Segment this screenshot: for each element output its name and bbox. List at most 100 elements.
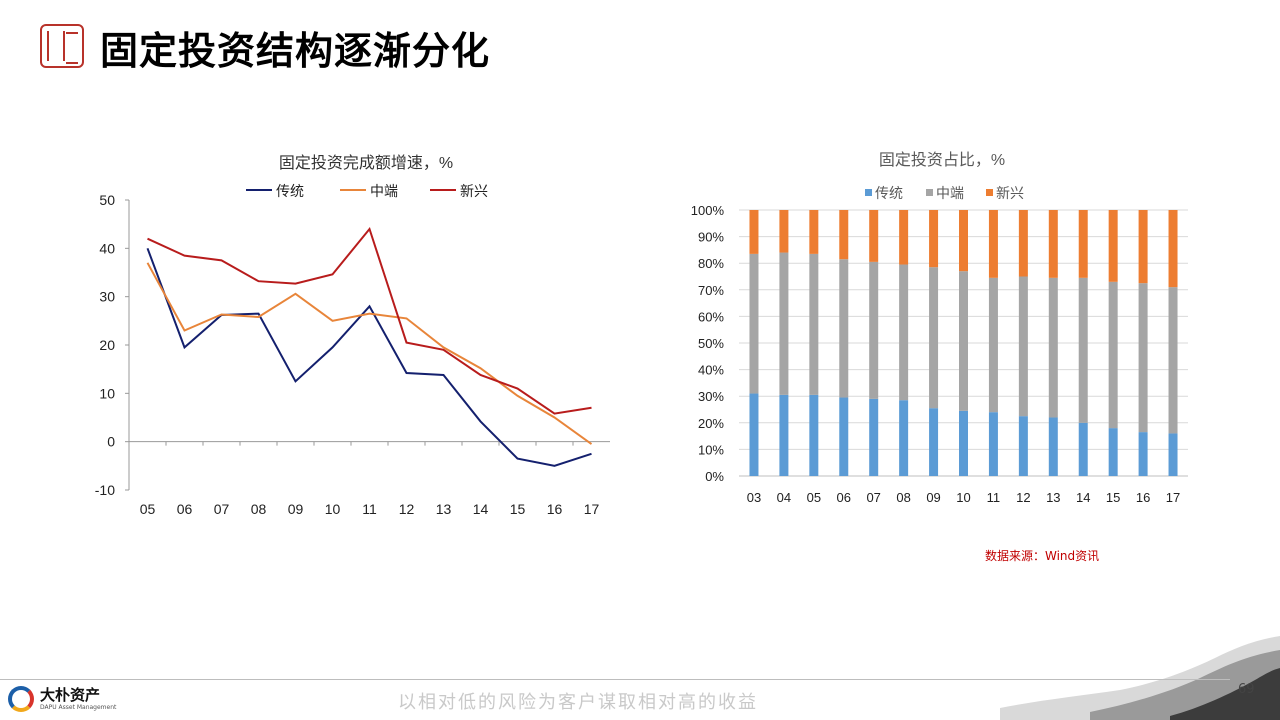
company-name: 大朴资产 (40, 686, 101, 704)
x-tick-label: 15 (510, 501, 526, 517)
bar-segment (1168, 210, 1178, 288)
x-tick-label: 15 (1106, 490, 1120, 505)
bar-segment (869, 398, 879, 476)
x-tick-label: 16 (1136, 490, 1150, 505)
seal-stroke-left (47, 31, 65, 61)
x-tick-label: 08 (251, 501, 267, 517)
x-tick-label: 07 (866, 490, 880, 505)
bar-segment (839, 397, 849, 476)
bar-segment (1018, 416, 1028, 476)
y-tick-label: 0 (107, 434, 115, 450)
page-number: 69 (1238, 682, 1255, 697)
bar-segment (1168, 287, 1178, 434)
x-tick-label: 11 (987, 490, 1001, 505)
y-tick-label: 50% (698, 336, 724, 351)
bar-segment (869, 210, 879, 262)
bar-segment (779, 210, 789, 253)
x-tick-label: 07 (214, 501, 230, 517)
x-tick-label: 17 (584, 501, 600, 517)
bar-segment (988, 412, 998, 476)
bar-segment (1048, 210, 1058, 278)
bar-segment (1048, 417, 1058, 476)
x-tick-label: 06 (837, 490, 851, 505)
bar-segment (749, 393, 759, 476)
bar-segment (988, 277, 998, 413)
y-tick-label: 100% (691, 203, 725, 218)
x-tick-label: 12 (399, 501, 415, 517)
x-tick-label: 04 (777, 490, 791, 505)
x-tick-label: 08 (896, 490, 910, 505)
bar-segment (1078, 210, 1088, 278)
x-tick-label: 10 (956, 490, 970, 505)
legend-color-swatch (865, 189, 872, 196)
line-chart: 固定投资完成额增速，% 传统 中端 新兴 50 40 30 20 10 0 -10 05 06 07 08 0… (95, 154, 610, 517)
bar-segment (1138, 283, 1148, 433)
x-tick-label: 17 (1166, 490, 1180, 505)
y-tick-label: 50 (99, 192, 115, 208)
x-tick-label: 06 (177, 501, 193, 517)
y-tick-label: -10 (95, 482, 115, 498)
bar-segment (1108, 210, 1118, 282)
bar-segment (809, 253, 819, 395)
x-tick-label: 14 (1076, 490, 1090, 505)
company-english-name: DAPU Asset Management (40, 704, 117, 711)
bar-segment (779, 252, 789, 395)
y-tick-label: 80% (698, 256, 724, 271)
bar-segment (839, 210, 849, 260)
y-tick-label: 10 (99, 385, 115, 401)
legend-label: 传统 (276, 183, 304, 199)
series-line (147, 226, 592, 415)
y-tick-label: 30% (698, 389, 724, 404)
bar-segment (1138, 432, 1148, 476)
legend-label: 新兴 (996, 185, 1024, 201)
bar-segment (988, 210, 998, 278)
y-tick-label: 0% (705, 469, 724, 484)
legend-label: 传统 (875, 185, 903, 201)
y-tick-label: 60% (698, 309, 724, 324)
logo-ring-icon (8, 686, 34, 712)
bar-segment (1078, 277, 1088, 423)
bar-segment (929, 210, 939, 268)
bar-segment (809, 394, 819, 476)
bar-segment (899, 210, 909, 265)
bar-segment (1018, 210, 1028, 277)
bar-segment (929, 408, 939, 476)
bar-segment (899, 400, 909, 476)
page-title: 固定投资结构逐渐分化 (100, 29, 491, 73)
bar-segment (749, 210, 759, 254)
bar-segment (749, 253, 759, 394)
bar-segment (1108, 428, 1118, 476)
bar-segment (929, 267, 939, 409)
x-tick-label: 12 (1016, 490, 1030, 505)
legend-label: 中端 (936, 185, 964, 201)
y-tick-label: 20% (698, 416, 724, 431)
legend-color-swatch (986, 189, 993, 196)
footer-divider (0, 679, 1230, 680)
bar-segment (809, 210, 819, 254)
series-line (146, 262, 593, 445)
bar-segment (959, 410, 968, 476)
y-tick-label: 90% (698, 230, 724, 245)
bar-segment (869, 261, 879, 399)
x-tick-label: 05 (807, 490, 821, 505)
bar-chart-title: 固定投资占比，% (879, 151, 1005, 169)
stacked-bar-chart: 固定投资占比，%传统 中端 新兴100%90%80%70%60%50%40%30%2… (691, 151, 1188, 505)
y-tick-label: 20 (99, 337, 115, 353)
x-tick-label: 05 (140, 501, 156, 517)
x-tick-label: 14 (473, 501, 489, 517)
bar-segment (1048, 277, 1058, 418)
seal-stroke-right (66, 32, 78, 64)
bar-segment (1138, 210, 1148, 284)
x-tick-label: 11 (362, 501, 377, 517)
company-logo: 大朴资产 DAPU Asset Management (8, 684, 118, 716)
bar-segment (1168, 433, 1178, 476)
x-tick-label: 16 (547, 501, 563, 517)
bar-segment (1018, 276, 1028, 417)
y-tick-label: 70% (698, 283, 724, 298)
bar-segment (1078, 422, 1088, 476)
x-tick-label: 09 (288, 501, 304, 517)
y-tick-label: 30 (99, 289, 115, 305)
bar-segment (899, 264, 909, 401)
x-tick-label: 09 (926, 490, 940, 505)
y-tick-label: 40 (99, 240, 115, 256)
